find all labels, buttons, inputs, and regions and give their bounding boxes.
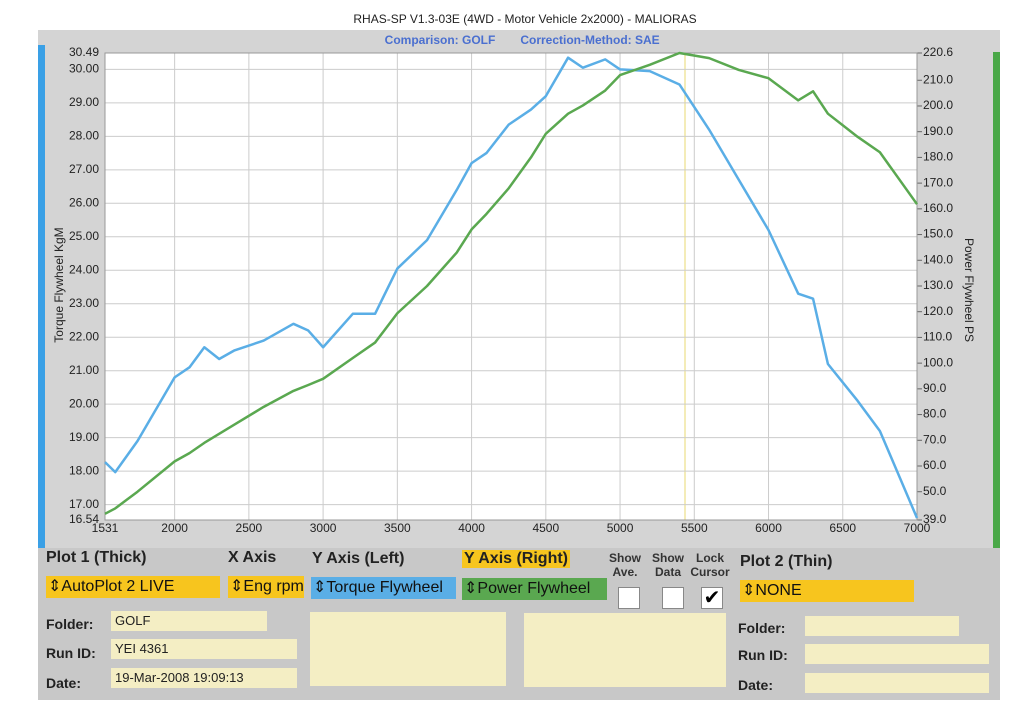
x-tick-label: 1531 <box>92 521 119 535</box>
y-axis-label: Torque Flywheel KgM <box>52 227 66 342</box>
runid-label-2: Run ID: <box>738 647 788 663</box>
x-tick-label: 7000 <box>904 521 931 535</box>
y2-tick-label: 180.0 <box>923 150 953 164</box>
y-tick-label: 19.00 <box>69 430 99 444</box>
chart: RHAS-SP V1.3-03E (4WD - Motor Vehicle 2x… <box>38 12 1000 552</box>
y-tick-label: 25.00 <box>69 229 99 243</box>
y-left-value: Torque Flywheel <box>326 579 443 596</box>
runid-value: YEI 4361 <box>115 641 169 656</box>
chart-title: RHAS-SP V1.3-03E (4WD - Motor Vehicle 2x… <box>353 12 696 26</box>
plot-area <box>105 53 917 520</box>
lock-cursor-label: Lock Cursor <box>690 551 730 579</box>
plot2-label: Plot 2 (Thin) <box>740 553 833 570</box>
runid-field-2[interactable] <box>805 644 989 664</box>
runid-field[interactable]: YEI 4361 <box>111 639 297 659</box>
plot2-dropdown[interactable]: ⇕NONE <box>740 580 914 602</box>
x-tick-label: 2000 <box>161 521 188 535</box>
right-axis-strip <box>993 52 1000 552</box>
x-tick-label: 4500 <box>532 521 559 535</box>
y2-tick-label: 140.0 <box>923 252 953 266</box>
y2-tick-label: 80.0 <box>923 407 947 421</box>
plot1-label: Plot 1 (Thick) <box>46 549 147 566</box>
y-tick-label: 20.00 <box>69 396 99 410</box>
y2-tick-label: 200.0 <box>923 98 953 112</box>
x-axis-label: X Axis <box>228 549 277 566</box>
lock-cursor-checkbox[interactable]: ✔ <box>701 587 723 609</box>
y-tick-label: 22.00 <box>69 329 99 343</box>
subtitle: Comparison: GOLF <box>385 33 496 47</box>
x-tick-label: 6500 <box>829 521 856 535</box>
y2-axis-label: Power Flywheel PS <box>962 238 976 342</box>
y2-tick-label: 220.6 <box>923 45 953 59</box>
y-tick-label: 16.54 <box>69 512 99 526</box>
y2-tick-label: 130.0 <box>923 278 953 292</box>
folder-field-2[interactable] <box>805 616 959 636</box>
x-tick-label: 6000 <box>755 521 782 535</box>
date-label-2: Date: <box>738 677 774 693</box>
y-tick-label: 30.00 <box>69 62 99 76</box>
y-tick-label: 28.00 <box>69 129 99 143</box>
folder-label: Folder: <box>46 616 94 632</box>
date-label: Date: <box>46 675 82 691</box>
notes-box <box>310 612 506 686</box>
y2-tick-label: 39.0 <box>923 512 947 526</box>
y-tick-label: 17.00 <box>69 497 99 511</box>
y-right-value: Power Flywheel <box>477 580 591 597</box>
x-tick-label: 3000 <box>310 521 337 535</box>
y2-tick-label: 100.0 <box>923 355 953 369</box>
date-value: 19-Mar-2008 19:09:13 <box>115 670 244 685</box>
y-tick-label: 24.00 <box>69 262 99 276</box>
notes-box <box>524 613 726 687</box>
y-tick-label: 27.00 <box>69 162 99 176</box>
y2-tick-label: 170.0 <box>923 175 953 189</box>
runid-label: Run ID: <box>46 645 96 661</box>
plot-border <box>104 52 918 521</box>
y2-tick-label: 150.0 <box>923 227 953 241</box>
x-tick-label: 5000 <box>607 521 634 535</box>
x-tick-label: 4000 <box>458 521 485 535</box>
y-tick-label: 21.00 <box>69 363 99 377</box>
y2-tick-label: 50.0 <box>923 484 947 498</box>
y2-tick-label: 120.0 <box>923 304 953 318</box>
x-axis-dropdown[interactable]: ⇕Eng rpm <box>228 576 304 598</box>
plot2-value: NONE <box>755 582 802 599</box>
date-field-2[interactable] <box>805 673 989 693</box>
show-data-label: Show Data <box>652 551 684 579</box>
plot1-dropdown[interactable]: ⇕AutoPlot 2 LIVE <box>46 576 220 598</box>
folder-value: GOLF <box>115 613 151 628</box>
y-tick-label: 23.00 <box>69 296 99 310</box>
y-right-dropdown[interactable]: ⇕Power Flywheel <box>462 578 607 600</box>
x-tick-label: 5500 <box>681 521 708 535</box>
x-axis-value: Eng rpm <box>243 578 304 595</box>
show-ave-checkbox[interactable] <box>618 587 640 609</box>
y-left-dropdown[interactable]: ⇕Torque Flywheel <box>311 577 456 599</box>
plot1-value: AutoPlot 2 LIVE <box>61 578 175 595</box>
y-tick-label: 29.00 <box>69 95 99 109</box>
folder-field[interactable]: GOLF <box>111 611 267 631</box>
x-tick-label: 2500 <box>236 521 263 535</box>
x-tick-label: 3500 <box>384 521 411 535</box>
series-line <box>104 56 919 519</box>
series-line <box>104 51 919 515</box>
y-tick-label: 30.49 <box>69 45 99 59</box>
y-tick-label: 18.00 <box>69 463 99 477</box>
y2-tick-label: 60.0 <box>923 458 947 472</box>
y2-tick-label: 110.0 <box>923 330 952 344</box>
show-ave-label: Show Ave. <box>609 551 641 579</box>
y2-tick-label: 70.0 <box>923 432 947 446</box>
show-data-checkbox[interactable] <box>662 587 684 609</box>
y2-tick-label: 190.0 <box>923 124 953 138</box>
y-left-label: Y Axis (Left) <box>312 550 405 567</box>
y-right-label: Y Axis (Right) <box>462 550 571 568</box>
date-field[interactable]: 19-Mar-2008 19:09:13 <box>111 668 297 688</box>
y2-tick-label: 160.0 <box>923 201 953 215</box>
left-axis-strip <box>38 45 45 552</box>
y2-tick-label: 90.0 <box>923 381 947 395</box>
y2-tick-label: 210.0 <box>923 72 953 86</box>
subtitle: Correction-Method: SAE <box>520 33 659 47</box>
y-tick-label: 26.00 <box>69 195 99 209</box>
folder-label-2: Folder: <box>738 620 786 636</box>
